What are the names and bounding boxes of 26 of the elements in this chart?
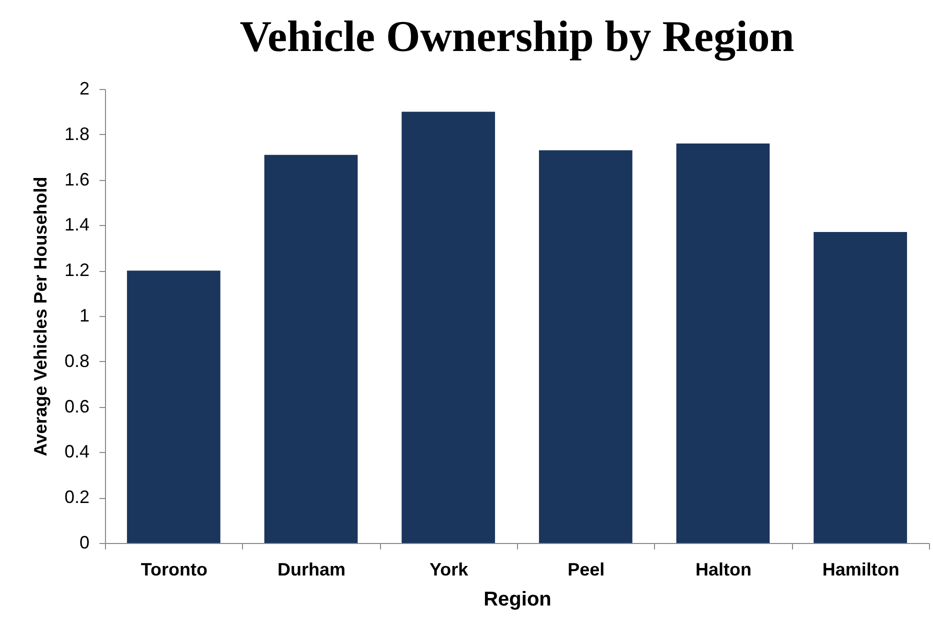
x-tick-label: Durham — [277, 560, 346, 580]
x-tick-label: Halton — [696, 560, 752, 580]
y-tick-label: 1.4 — [64, 214, 90, 235]
x-tick-label: York — [429, 560, 470, 580]
y-tick-label: 0.2 — [64, 487, 90, 508]
y-tick-label: 0 — [79, 532, 90, 552]
y-tick-label: 0.8 — [64, 350, 90, 371]
bar — [676, 143, 770, 543]
y-tick-label: 1.2 — [64, 260, 90, 280]
bar — [538, 150, 632, 543]
x-tick-label: Hamilton — [822, 560, 900, 580]
chart-title: Vehicle Ownership by Region — [240, 12, 794, 61]
bar — [264, 154, 358, 543]
y-tick-label: 1.6 — [64, 169, 90, 190]
bar — [126, 270, 220, 543]
y-axis-title: Average Vehicles Per Household — [30, 176, 50, 456]
bar — [402, 112, 496, 543]
y-tick-label: 1 — [79, 306, 90, 326]
y-tick-label: 1.8 — [64, 124, 90, 144]
x-tick-label: Toronto — [140, 560, 208, 580]
x-tick-label: Peel — [568, 560, 605, 580]
bar — [814, 232, 908, 543]
y-tick-label: 0.4 — [64, 442, 90, 462]
x-axis-title: Region — [484, 588, 552, 610]
y-tick-label: 2 — [79, 78, 90, 98]
y-tick-label: 0.6 — [64, 396, 90, 416]
